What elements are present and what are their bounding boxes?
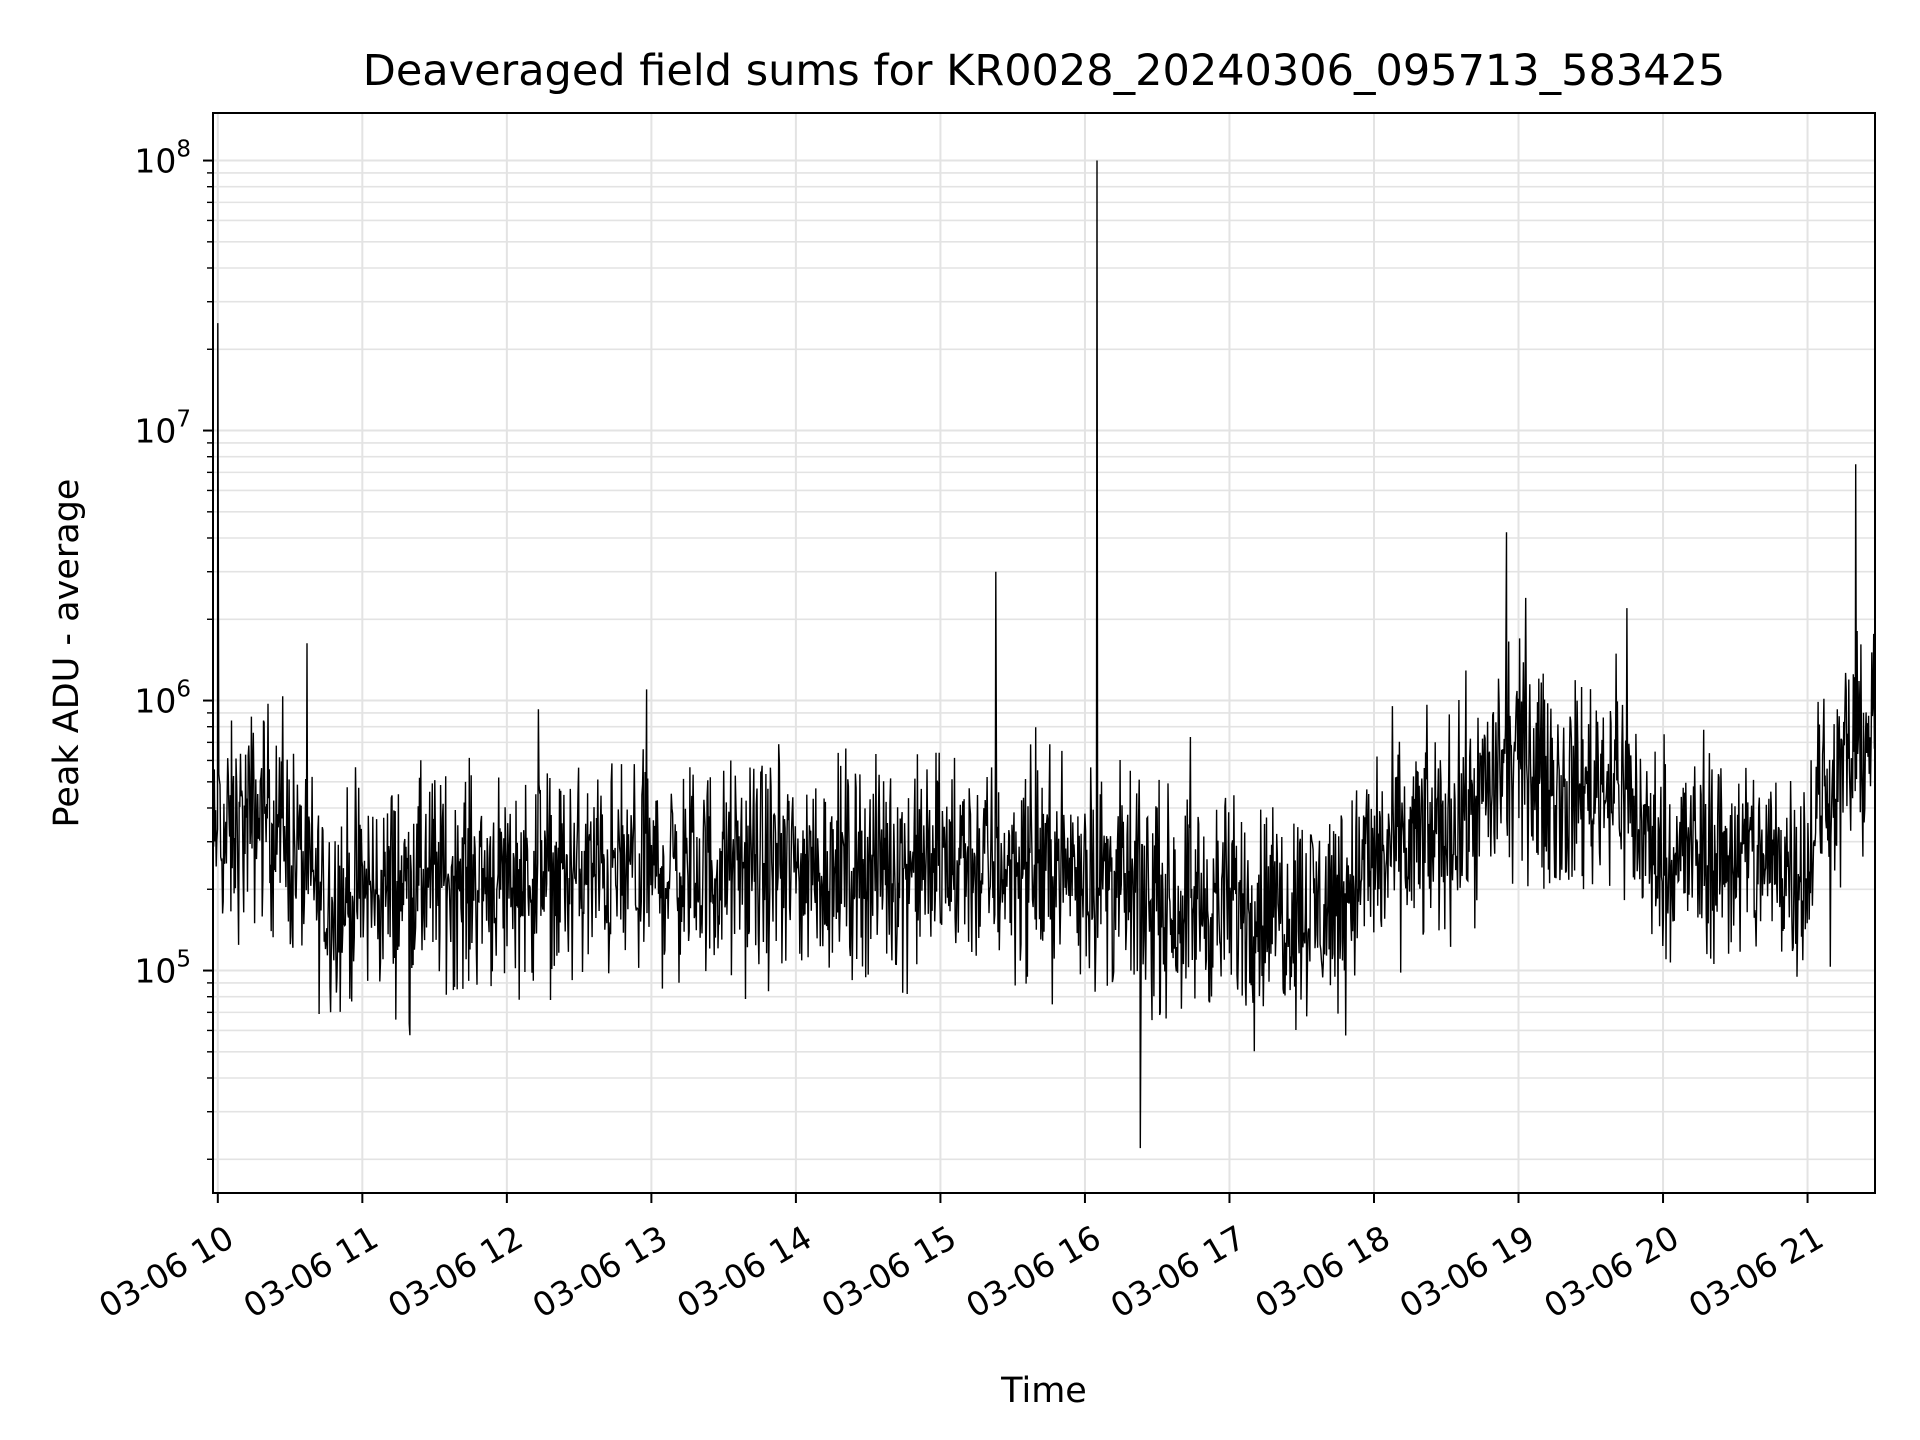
x-tick-label: 03-06 19 <box>1393 1218 1541 1326</box>
x-tick-label: 03-06 18 <box>1248 1218 1396 1326</box>
y-axis-label: Peak ADU - average <box>47 479 87 828</box>
y-tick-label: 107 <box>134 407 191 451</box>
series-line <box>212 160 1876 1149</box>
x-tick-label: 03-06 11 <box>237 1218 385 1326</box>
plot-frame <box>212 112 1876 1194</box>
y-tick-label: 108 <box>134 137 191 181</box>
grid <box>213 113 1875 1193</box>
plot-area <box>212 160 1876 1149</box>
x-tick-label: 03-06 14 <box>670 1218 818 1326</box>
x-tick-label: 03-06 12 <box>381 1218 529 1326</box>
x-tick-label: 03-06 13 <box>526 1218 674 1326</box>
x-tick-label: 03-06 17 <box>1104 1218 1252 1326</box>
chart-title: Deaveraged field sums for KR0028_2024030… <box>363 46 1726 96</box>
x-tick-label: 03-06 10 <box>92 1218 240 1326</box>
x-tick-label: 03-06 15 <box>815 1218 963 1326</box>
x-axis-label: Time <box>1000 1371 1087 1411</box>
y-tick-label: 106 <box>134 677 191 721</box>
y-tick-label: 105 <box>134 947 191 991</box>
x-tick-label: 03-06 16 <box>959 1218 1107 1326</box>
x-tick-label: 03-06 20 <box>1537 1218 1685 1326</box>
x-tick-label: 03-06 21 <box>1682 1218 1830 1326</box>
